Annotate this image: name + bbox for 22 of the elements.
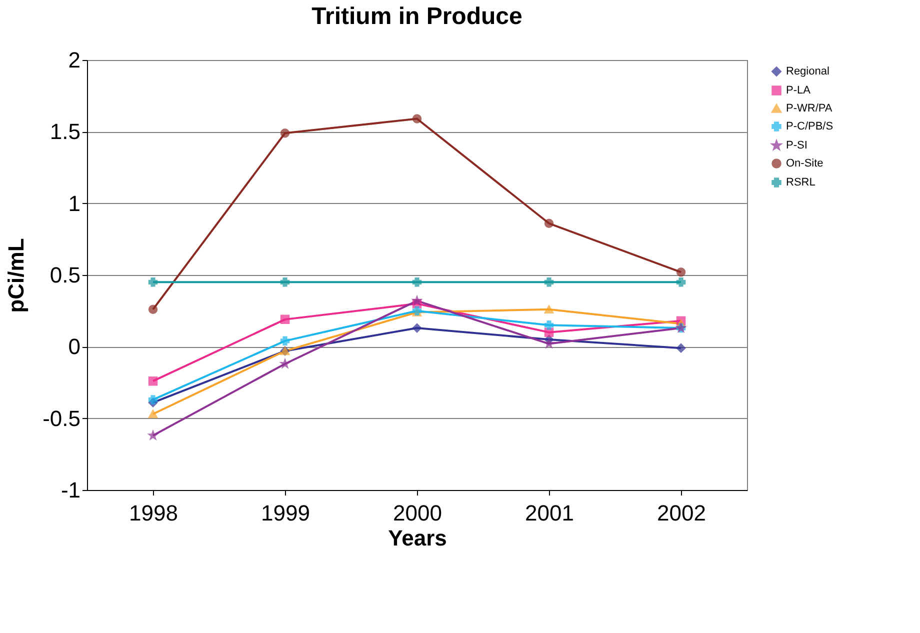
legend-label: P-SI <box>786 140 808 152</box>
y-axis-title: pCi/mL <box>4 238 29 313</box>
x-tick-label: 1999 <box>261 500 310 526</box>
y-tick-label: -0.5 <box>42 406 80 431</box>
legend-label: P-C/PB/S <box>786 120 834 132</box>
x-tick-label: 2001 <box>525 500 574 526</box>
legend-label: RSRL <box>786 176 816 188</box>
chart-title: Tritium in Produce <box>312 3 522 30</box>
y-tick-label: 0 <box>68 334 80 360</box>
y-tick-label: 2 <box>68 48 80 72</box>
x-tick-label: 2000 <box>393 500 442 526</box>
y-tick-label: -1 <box>60 478 80 502</box>
x-tick-label: 2002 <box>657 500 706 526</box>
legend-label: P-LA <box>786 84 812 96</box>
y-tick-label: 1.5 <box>50 119 80 144</box>
x-axis-title: Years <box>388 526 447 550</box>
legend-label: P-WR/PA <box>786 102 833 114</box>
legend-label: Regional <box>786 66 830 78</box>
y-tick-label: 0.5 <box>50 262 80 288</box>
y-tick-label: 1 <box>68 190 80 216</box>
legend-label: On-Site <box>786 158 824 170</box>
x-tick-label: 1998 <box>129 500 178 526</box>
